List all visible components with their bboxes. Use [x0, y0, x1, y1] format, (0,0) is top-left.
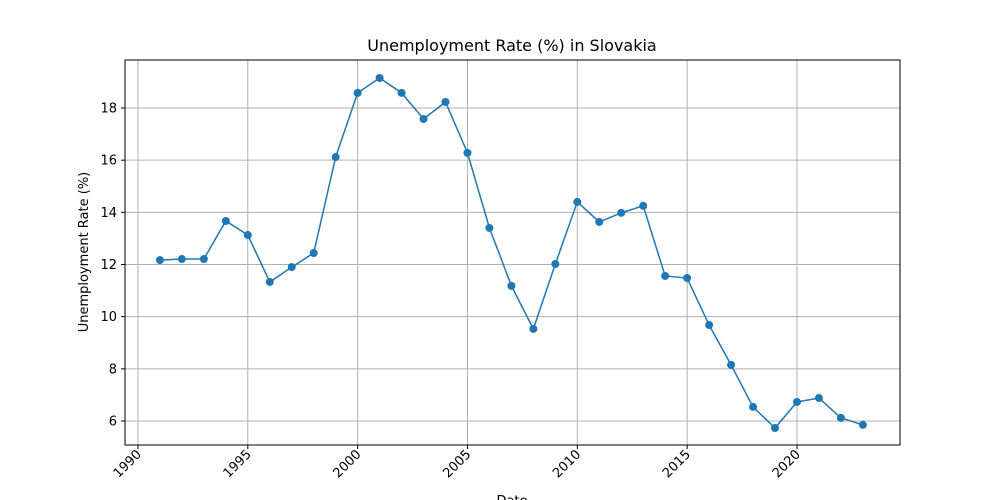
marker — [243, 231, 252, 240]
y-tick-label: 10 — [100, 310, 117, 325]
y-tick-label: 14 — [100, 206, 117, 221]
chart-title: Unemployment Rate (%) in Slovakia — [367, 36, 656, 55]
marker — [617, 208, 626, 217]
marker — [639, 201, 648, 210]
marker — [749, 402, 758, 411]
marker — [705, 321, 714, 330]
marker — [551, 259, 560, 268]
marker — [221, 216, 230, 225]
marker — [353, 88, 362, 97]
marker — [858, 420, 867, 429]
marker — [155, 256, 164, 265]
marker — [507, 281, 516, 290]
marker — [771, 424, 780, 433]
marker — [419, 114, 428, 123]
marker — [683, 274, 692, 283]
y-tick-label: 12 — [100, 258, 117, 273]
marker — [661, 271, 670, 280]
x-axis-label: Date — [496, 494, 527, 500]
marker — [463, 148, 472, 157]
marker — [595, 217, 604, 226]
marker — [814, 394, 823, 403]
marker — [265, 277, 274, 286]
y-axis-label: Unemployment Rate (%) — [77, 172, 92, 333]
marker — [573, 197, 582, 206]
marker — [836, 413, 845, 422]
marker — [309, 249, 318, 258]
marker — [287, 263, 296, 272]
marker — [331, 153, 340, 162]
marker — [485, 223, 494, 232]
marker — [727, 360, 736, 369]
marker — [529, 324, 538, 333]
marker — [375, 73, 384, 82]
y-tick-label: 8 — [109, 362, 117, 377]
y-tick-label: 16 — [100, 154, 117, 169]
marker — [199, 255, 208, 264]
y-tick-label: 18 — [100, 101, 117, 116]
y-tick-label: 6 — [109, 415, 117, 430]
marker — [441, 97, 450, 106]
marker — [177, 255, 186, 264]
marker — [397, 88, 406, 97]
plot-frame — [124, 59, 901, 446]
marker — [792, 397, 801, 406]
